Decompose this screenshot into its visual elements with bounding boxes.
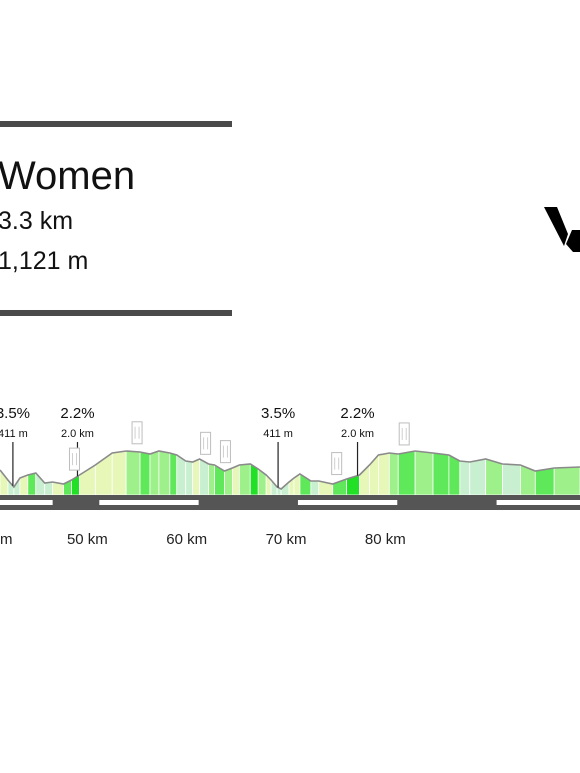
profile-segment (27, 472, 37, 496)
profile-segment (377, 452, 390, 496)
header-rule-top (0, 121, 232, 127)
profile-segment (397, 450, 416, 496)
marker-post (200, 431, 212, 455)
profile-segment (238, 463, 251, 496)
road-strip (0, 495, 580, 510)
race-distance: 3.3 km (0, 207, 74, 235)
profile-segment (231, 464, 240, 496)
climb-gradient: 3.5% (0, 405, 30, 422)
profile-segment (192, 458, 201, 496)
profile-segment (199, 458, 209, 496)
distance-tick-label: m (0, 531, 13, 548)
profile-segment (35, 471, 46, 496)
climb-gradient: 2.2% (340, 405, 374, 422)
profile-segment (534, 467, 555, 496)
profile-segment (185, 460, 194, 496)
sprint-marker-icon (219, 440, 231, 464)
road-highlight (297, 500, 398, 505)
km-marker-icon (131, 421, 143, 445)
profile-segment (111, 450, 127, 496)
profile-segment (224, 467, 233, 496)
profile-segment (553, 466, 580, 496)
distance-tick-label: 60 km (166, 531, 207, 548)
climb-length: 2.0 km (341, 428, 374, 440)
climb-gradient: 2.2% (60, 405, 94, 422)
road-highlight (496, 500, 580, 505)
profile-segment (485, 458, 503, 496)
profile-segment (125, 450, 141, 496)
distance-tick-label: 80 km (365, 531, 406, 548)
profile-segment (149, 450, 160, 496)
climb-length: 411 m (263, 428, 293, 440)
marker-post (398, 422, 410, 446)
climb-length: 2.0 km (61, 428, 94, 440)
sprint-marker-icon (200, 431, 212, 455)
marker-post (68, 447, 80, 471)
climb-annotation: 3.5% 411 m (261, 405, 295, 488)
road-highlight (0, 500, 53, 505)
climb-annotation: 2.2% 2.0 km (340, 405, 375, 476)
profile-segments (0, 450, 580, 496)
profile-segment (208, 463, 215, 496)
sprint-marker-icon (68, 447, 80, 471)
race-elevation: 1,121 m (0, 247, 89, 275)
profile-segment (469, 458, 487, 496)
profile-segment (388, 452, 399, 496)
profile-segment (502, 463, 521, 496)
profile-outline (0, 450, 580, 490)
climb-gradient: 3.5% (261, 405, 295, 422)
elevation-profile-chart: 50 km 60 km 70 km 80 km m 3.5% 411 m 2.2% 2.0 km… (0, 405, 580, 548)
profile-segment (44, 481, 54, 496)
climb-length: 411 m (0, 428, 28, 440)
race-title: Women (0, 154, 136, 198)
header-rule-bottom (0, 310, 232, 316)
profile-segment (169, 452, 178, 496)
distance-tick-label: 70 km (266, 531, 307, 548)
profile-segment (432, 452, 450, 496)
brand-logo-icon (544, 207, 580, 252)
profile-segment (310, 480, 320, 496)
sprint-marker-icon (331, 452, 343, 476)
km-marker-icon (398, 422, 410, 446)
profile-segment (414, 450, 434, 496)
distance-tick-label: 50 km (67, 531, 108, 548)
road-highlight (99, 500, 199, 505)
profile-segment (158, 450, 171, 496)
marker-post (219, 440, 231, 464)
marker-post (131, 421, 143, 445)
marker-post (331, 452, 343, 476)
climb-annotation: 3.5% 411 m (0, 405, 30, 486)
profile-segment (459, 460, 471, 496)
profile-segment (139, 451, 151, 496)
